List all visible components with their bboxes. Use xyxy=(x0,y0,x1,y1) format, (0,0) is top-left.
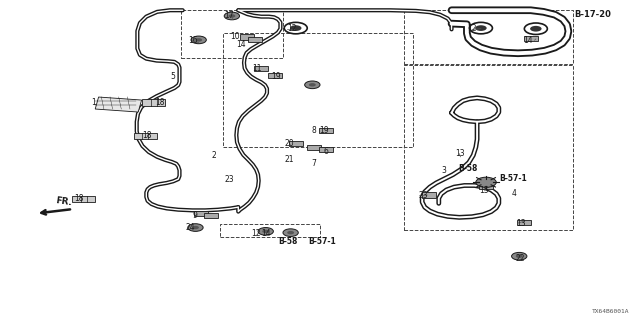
Bar xyxy=(204,213,218,218)
Text: TX64B6001A: TX64B6001A xyxy=(592,308,630,314)
Text: 11: 11 xyxy=(252,64,262,73)
Text: 22: 22 xyxy=(515,254,525,263)
Text: 12: 12 xyxy=(287,24,296,33)
Bar xyxy=(134,133,157,139)
Text: 5: 5 xyxy=(170,72,175,81)
Text: 24: 24 xyxy=(186,223,195,232)
Text: 20: 20 xyxy=(284,139,294,148)
Circle shape xyxy=(475,25,486,31)
Text: 21: 21 xyxy=(284,155,294,164)
Circle shape xyxy=(195,38,202,42)
Text: 1: 1 xyxy=(92,98,96,107)
Text: 7: 7 xyxy=(311,159,316,168)
Bar xyxy=(72,196,95,202)
Text: 18: 18 xyxy=(156,98,164,107)
Bar xyxy=(517,220,531,225)
Circle shape xyxy=(228,14,236,18)
Circle shape xyxy=(309,83,316,86)
Bar xyxy=(479,184,493,189)
Circle shape xyxy=(287,231,294,234)
Circle shape xyxy=(262,230,269,233)
Text: 6: 6 xyxy=(324,147,329,156)
Text: 13: 13 xyxy=(516,219,526,228)
Circle shape xyxy=(188,224,203,231)
Circle shape xyxy=(283,229,298,236)
Bar xyxy=(422,193,436,197)
Bar xyxy=(268,73,282,78)
Text: 2: 2 xyxy=(211,151,216,160)
Bar xyxy=(289,141,303,146)
Text: 14: 14 xyxy=(261,229,271,238)
Text: 17: 17 xyxy=(224,11,234,20)
Circle shape xyxy=(258,228,273,235)
Circle shape xyxy=(305,81,320,89)
Text: B-58: B-58 xyxy=(278,237,297,246)
Bar xyxy=(248,37,262,42)
Text: 14: 14 xyxy=(523,36,532,45)
Text: 10: 10 xyxy=(230,32,240,41)
Text: 12: 12 xyxy=(252,229,261,238)
Text: 9: 9 xyxy=(192,211,197,220)
Text: 19: 19 xyxy=(319,126,329,135)
Bar xyxy=(254,66,268,71)
Circle shape xyxy=(511,252,527,260)
Bar xyxy=(307,145,321,150)
Text: B-17-20: B-17-20 xyxy=(574,10,611,19)
Circle shape xyxy=(476,177,496,188)
Bar xyxy=(143,100,166,106)
Circle shape xyxy=(530,26,541,32)
Text: B-57-1: B-57-1 xyxy=(308,237,336,246)
Text: FR.: FR. xyxy=(54,196,72,207)
Text: 13: 13 xyxy=(456,149,465,158)
Text: 15: 15 xyxy=(479,186,489,195)
Text: 12: 12 xyxy=(467,24,476,33)
Bar xyxy=(239,35,253,40)
Text: 23: 23 xyxy=(224,175,234,184)
Text: B-58: B-58 xyxy=(458,164,477,173)
Text: 18: 18 xyxy=(74,194,84,204)
Text: 23: 23 xyxy=(419,191,428,200)
Bar xyxy=(95,97,141,112)
Circle shape xyxy=(192,226,199,229)
Circle shape xyxy=(516,254,523,258)
Bar xyxy=(193,211,207,216)
Bar xyxy=(319,147,333,152)
Text: 4: 4 xyxy=(511,189,516,198)
Circle shape xyxy=(290,25,301,31)
Text: B-57-1: B-57-1 xyxy=(499,174,527,183)
Text: 19: 19 xyxy=(271,72,280,81)
Bar xyxy=(319,128,333,133)
Text: 18: 18 xyxy=(143,131,152,140)
Text: 3: 3 xyxy=(442,166,446,175)
Circle shape xyxy=(191,36,206,44)
Bar xyxy=(524,36,538,42)
Circle shape xyxy=(224,12,239,20)
Text: 8: 8 xyxy=(311,125,316,134)
Text: 14: 14 xyxy=(236,40,245,49)
Text: 16: 16 xyxy=(188,36,198,45)
